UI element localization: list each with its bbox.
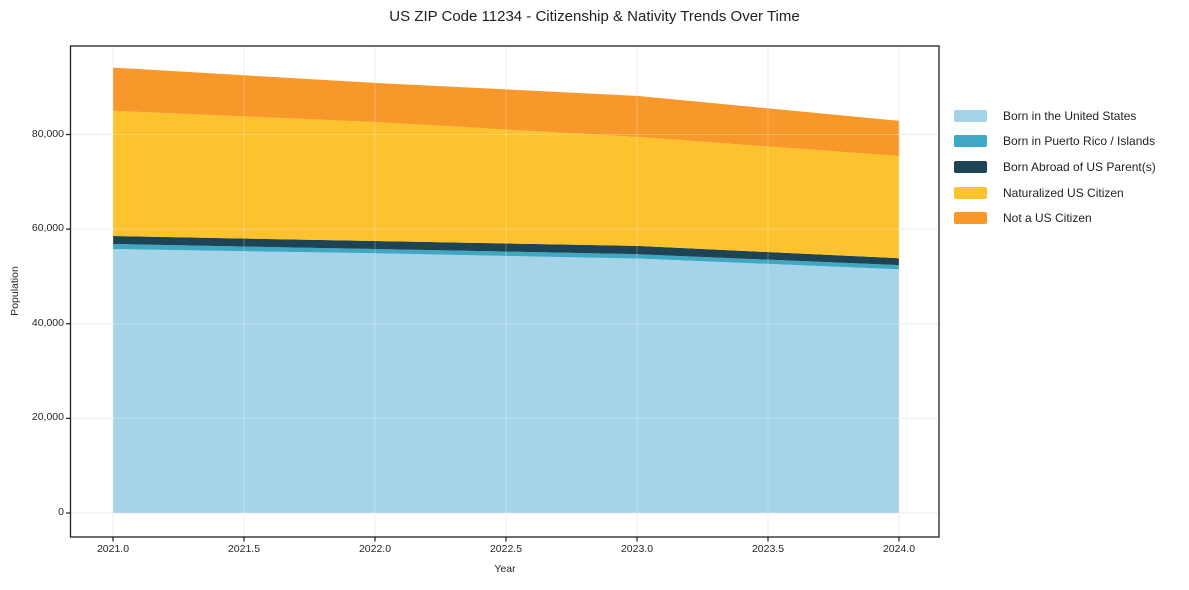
legend: Born in the United States Born in Puerto … [954,103,1156,231]
area-series-1 [113,244,899,270]
x-tick-label: 2023.0 [620,543,654,555]
y-tick-label: 40,000 [31,316,64,329]
legend-label: Born Abroad of US Parent(s) [1003,159,1156,174]
legend-item: Born in Puerto Rico / Islands [954,129,1156,155]
legend-item: Naturalized US Citizen [954,180,1156,206]
x-tick-label: 2021.5 [227,543,261,555]
x-tick-label: 2021.0 [96,543,130,555]
y-tick-label: 20,000 [31,411,64,424]
x-axis-label: Year [494,563,516,575]
y-tick-label: 60,000 [31,222,64,235]
x-tick-label: 2022.5 [489,543,523,555]
legend-label: Naturalized US Citizen [1003,185,1124,200]
x-tick-label: 2023.5 [751,543,785,555]
legend-label: Born in the United States [1003,108,1137,123]
area-series-0 [113,249,899,513]
legend-item: Born Abroad of US Parent(s) [954,154,1156,180]
legend-swatch [954,109,987,122]
axes-spines [69,45,940,538]
y-tick-label: 0 [58,506,64,518]
y-tick-label: 80,000 [31,127,64,140]
x-tick-label: 2022.0 [358,543,392,555]
area-series-3 [113,110,899,259]
area-series-2 [113,236,899,266]
legend-swatch [954,160,987,173]
x-tick-label: 2024.0 [882,543,916,555]
legend-swatch [954,186,987,199]
legend-label: Born in Puerto Rico / Islands [1003,134,1156,149]
area-series-4 [113,67,899,156]
legend-item: Not a US Citizen [954,205,1156,231]
legend-swatch [954,135,987,148]
legend-label: Not a US Citizen [1003,211,1092,226]
chart-title: US ZIP Code 11234 - Citizenship & Nativi… [389,8,800,25]
legend-swatch [954,212,987,225]
legend-item: Born in the United States [954,103,1156,129]
